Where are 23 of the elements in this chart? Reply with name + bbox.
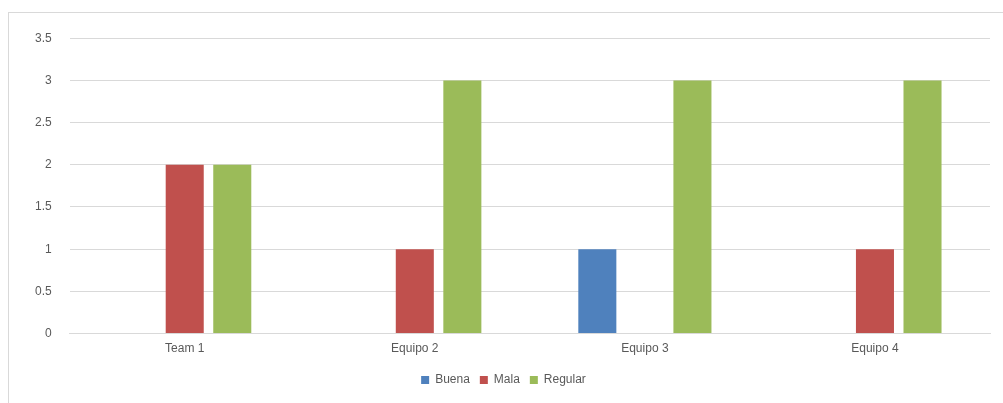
bar [165, 164, 204, 334]
x-tick-label: Equipo 3 [621, 341, 669, 356]
legend-label: Buena [435, 372, 471, 387]
bar [673, 80, 712, 334]
bar [903, 80, 942, 334]
bar [578, 249, 617, 334]
y-tick-label: 3 [44, 72, 52, 87]
y-tick-label: 0.5 [34, 283, 52, 298]
legend-label: Mala [493, 372, 521, 387]
y-tick-label: 0 [44, 325, 52, 340]
bar [855, 249, 894, 334]
x-tick-label: Equipo 2 [391, 341, 439, 356]
legend-label: Regular [543, 372, 586, 387]
y-tick-label: 1 [44, 241, 52, 256]
y-tick-label: 1.5 [34, 199, 52, 214]
y-tick-label: 3.5 [34, 30, 52, 45]
x-tick-label: Equipo 4 [851, 341, 899, 356]
y-tick-label: 2 [44, 157, 52, 172]
bar [395, 249, 434, 334]
x-tick-label: Team 1 [165, 341, 205, 356]
y-tick-label: 2.5 [34, 114, 52, 129]
bar [443, 80, 482, 334]
bar [213, 164, 252, 334]
